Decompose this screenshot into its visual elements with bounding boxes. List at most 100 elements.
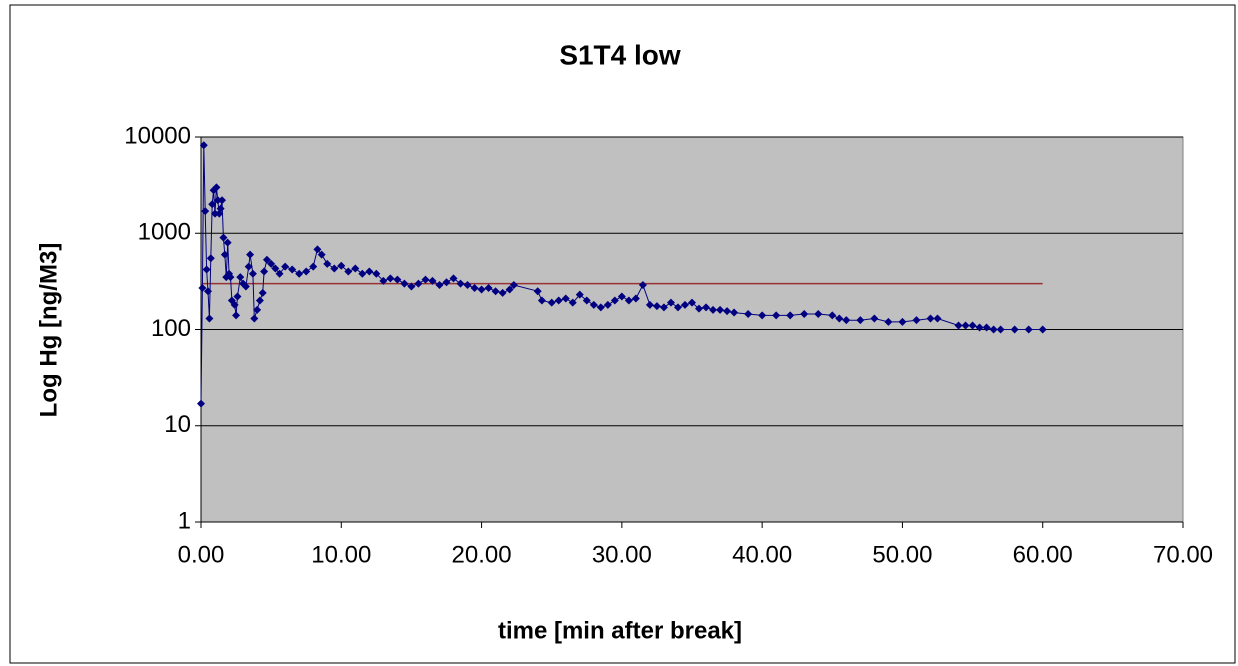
data-point: [509, 280, 518, 289]
data-point: [204, 287, 213, 296]
data-point: [323, 259, 332, 268]
data-point: [547, 298, 556, 307]
data-point: [498, 288, 507, 297]
data-point: [198, 283, 207, 292]
data-point: [702, 303, 711, 312]
data-point: [1010, 325, 1019, 334]
x-tick-label: 30.00: [592, 541, 652, 568]
data-point: [260, 267, 269, 276]
data-point: [631, 294, 640, 303]
data-point: [267, 259, 276, 268]
data-point: [213, 196, 222, 205]
data-point: [250, 314, 259, 323]
x-tick-label: 70.00: [1153, 541, 1213, 568]
data-point: [680, 300, 689, 309]
data-point: [295, 269, 304, 278]
data-point: [236, 273, 245, 282]
data-point: [428, 276, 437, 285]
data-point: [652, 302, 661, 311]
data-point: [205, 314, 214, 323]
data-point: [414, 279, 423, 288]
y-tick-label: 1: [178, 507, 191, 534]
data-point: [912, 316, 921, 325]
data-point: [537, 296, 546, 305]
data-point: [244, 262, 253, 271]
data-point: [309, 262, 318, 271]
data-point: [716, 305, 725, 314]
data-point: [884, 317, 893, 326]
data-point: [617, 292, 626, 301]
data-point: [772, 311, 781, 320]
data-point: [400, 279, 409, 288]
data-point: [828, 311, 837, 320]
data-point: [226, 273, 235, 282]
y-tick-label: 10: [164, 411, 191, 438]
data-point: [533, 287, 542, 296]
data-point: [666, 298, 675, 307]
data-point: [271, 264, 280, 273]
data-point: [344, 267, 353, 276]
data-point: [435, 280, 444, 289]
x-tick-label: 10.00: [311, 541, 371, 568]
data-point: [421, 275, 430, 284]
data-point: [709, 305, 718, 314]
data-point: [253, 305, 262, 314]
data-point: [638, 280, 647, 289]
data-point: [982, 323, 991, 332]
data-point: [275, 269, 284, 278]
data-point: [842, 316, 851, 325]
data-point: [365, 267, 374, 276]
x-tick-label: 60.00: [1013, 541, 1073, 568]
data-point: [695, 304, 704, 313]
data-point: [582, 296, 591, 305]
data-point: [926, 314, 935, 323]
data-point: [233, 292, 242, 301]
data-point: [575, 290, 584, 299]
data-point: [211, 209, 220, 218]
x-tick-label: 20.00: [452, 541, 512, 568]
data-point: [800, 309, 809, 318]
y-tick-label: 1000: [138, 219, 191, 246]
data-point: [201, 207, 210, 216]
data-point: [758, 311, 767, 320]
data-point: [232, 311, 241, 320]
data-point: [961, 321, 970, 330]
data-point: [554, 296, 563, 305]
data-point: [786, 311, 795, 320]
data-point: [989, 325, 998, 334]
data-point: [330, 264, 339, 273]
data-point: [856, 316, 865, 325]
data-point: [589, 300, 598, 309]
data-point: [673, 303, 682, 312]
data-point: [603, 300, 612, 309]
data-point: [933, 314, 942, 323]
data-point: [255, 296, 264, 305]
data-point: [442, 278, 451, 287]
data-point: [248, 269, 257, 278]
data-point: [358, 269, 367, 278]
data-point: [393, 275, 402, 284]
y-tick-label: 100: [151, 315, 191, 342]
data-point: [744, 309, 753, 318]
data-point: [456, 279, 465, 288]
data-point: [197, 399, 205, 408]
data-point: [645, 300, 654, 309]
y-axis-label: Log Hg [ng/M3]: [35, 243, 62, 418]
y-tick-label: 10000: [124, 122, 191, 149]
data-point: [730, 308, 739, 317]
data-point: [505, 285, 514, 294]
data-point: [898, 317, 907, 326]
data-point: [975, 323, 984, 332]
data-point: [477, 285, 486, 294]
data-point: [241, 282, 250, 291]
data-point: [218, 196, 227, 205]
data-point: [624, 296, 633, 305]
data-point: [688, 298, 696, 307]
data-point: [199, 141, 208, 150]
data-point: [484, 283, 493, 292]
data-point: [491, 287, 500, 296]
data-point: [302, 267, 311, 276]
data-point: [1038, 325, 1047, 334]
data-point: [723, 307, 732, 316]
